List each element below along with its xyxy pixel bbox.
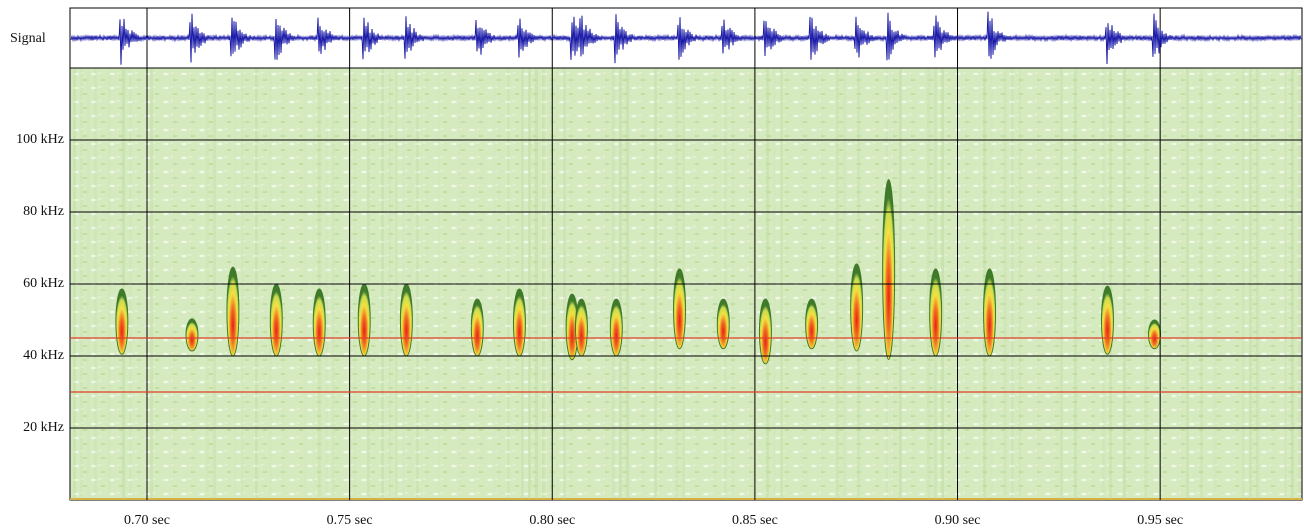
x-tick-label: 0.90 sec [935,513,981,528]
call [929,268,943,357]
plot: 20 kHz 40 kHz 60 kHz 80 kHz 100 kHz 0.70 sec 0… [16,8,1302,528]
x-tick-label: 0.70 sec [124,513,170,528]
signal-label: Signal [10,31,46,46]
call [512,288,526,357]
call [673,268,687,350]
call [185,318,199,352]
y-tick-label: 100 kHz [16,132,64,147]
call [1100,285,1114,355]
call [805,298,819,350]
call [1147,319,1161,350]
call [115,288,129,355]
call [716,298,730,350]
call [470,298,484,357]
x-tick-label: 0.75 sec [327,513,373,528]
call [312,288,326,357]
y-tick-label: 40 kHz [23,348,64,363]
call [850,263,864,352]
call [399,283,413,357]
x-tick-label: 0.95 sec [1137,513,1183,528]
call [609,298,623,357]
x-tick-label: 0.80 sec [529,513,575,528]
call [226,266,240,357]
x-tick-label: 0.85 sec [732,513,778,528]
call [574,298,588,357]
y-tick-label: 20 kHz [23,420,64,435]
call [758,298,772,365]
signal-waveform [70,11,1302,65]
call [882,179,896,361]
y-tick-label: 60 kHz [23,276,64,291]
y-tick-label: 80 kHz [23,204,64,219]
call [357,283,371,357]
call [269,283,283,357]
call [983,268,997,357]
